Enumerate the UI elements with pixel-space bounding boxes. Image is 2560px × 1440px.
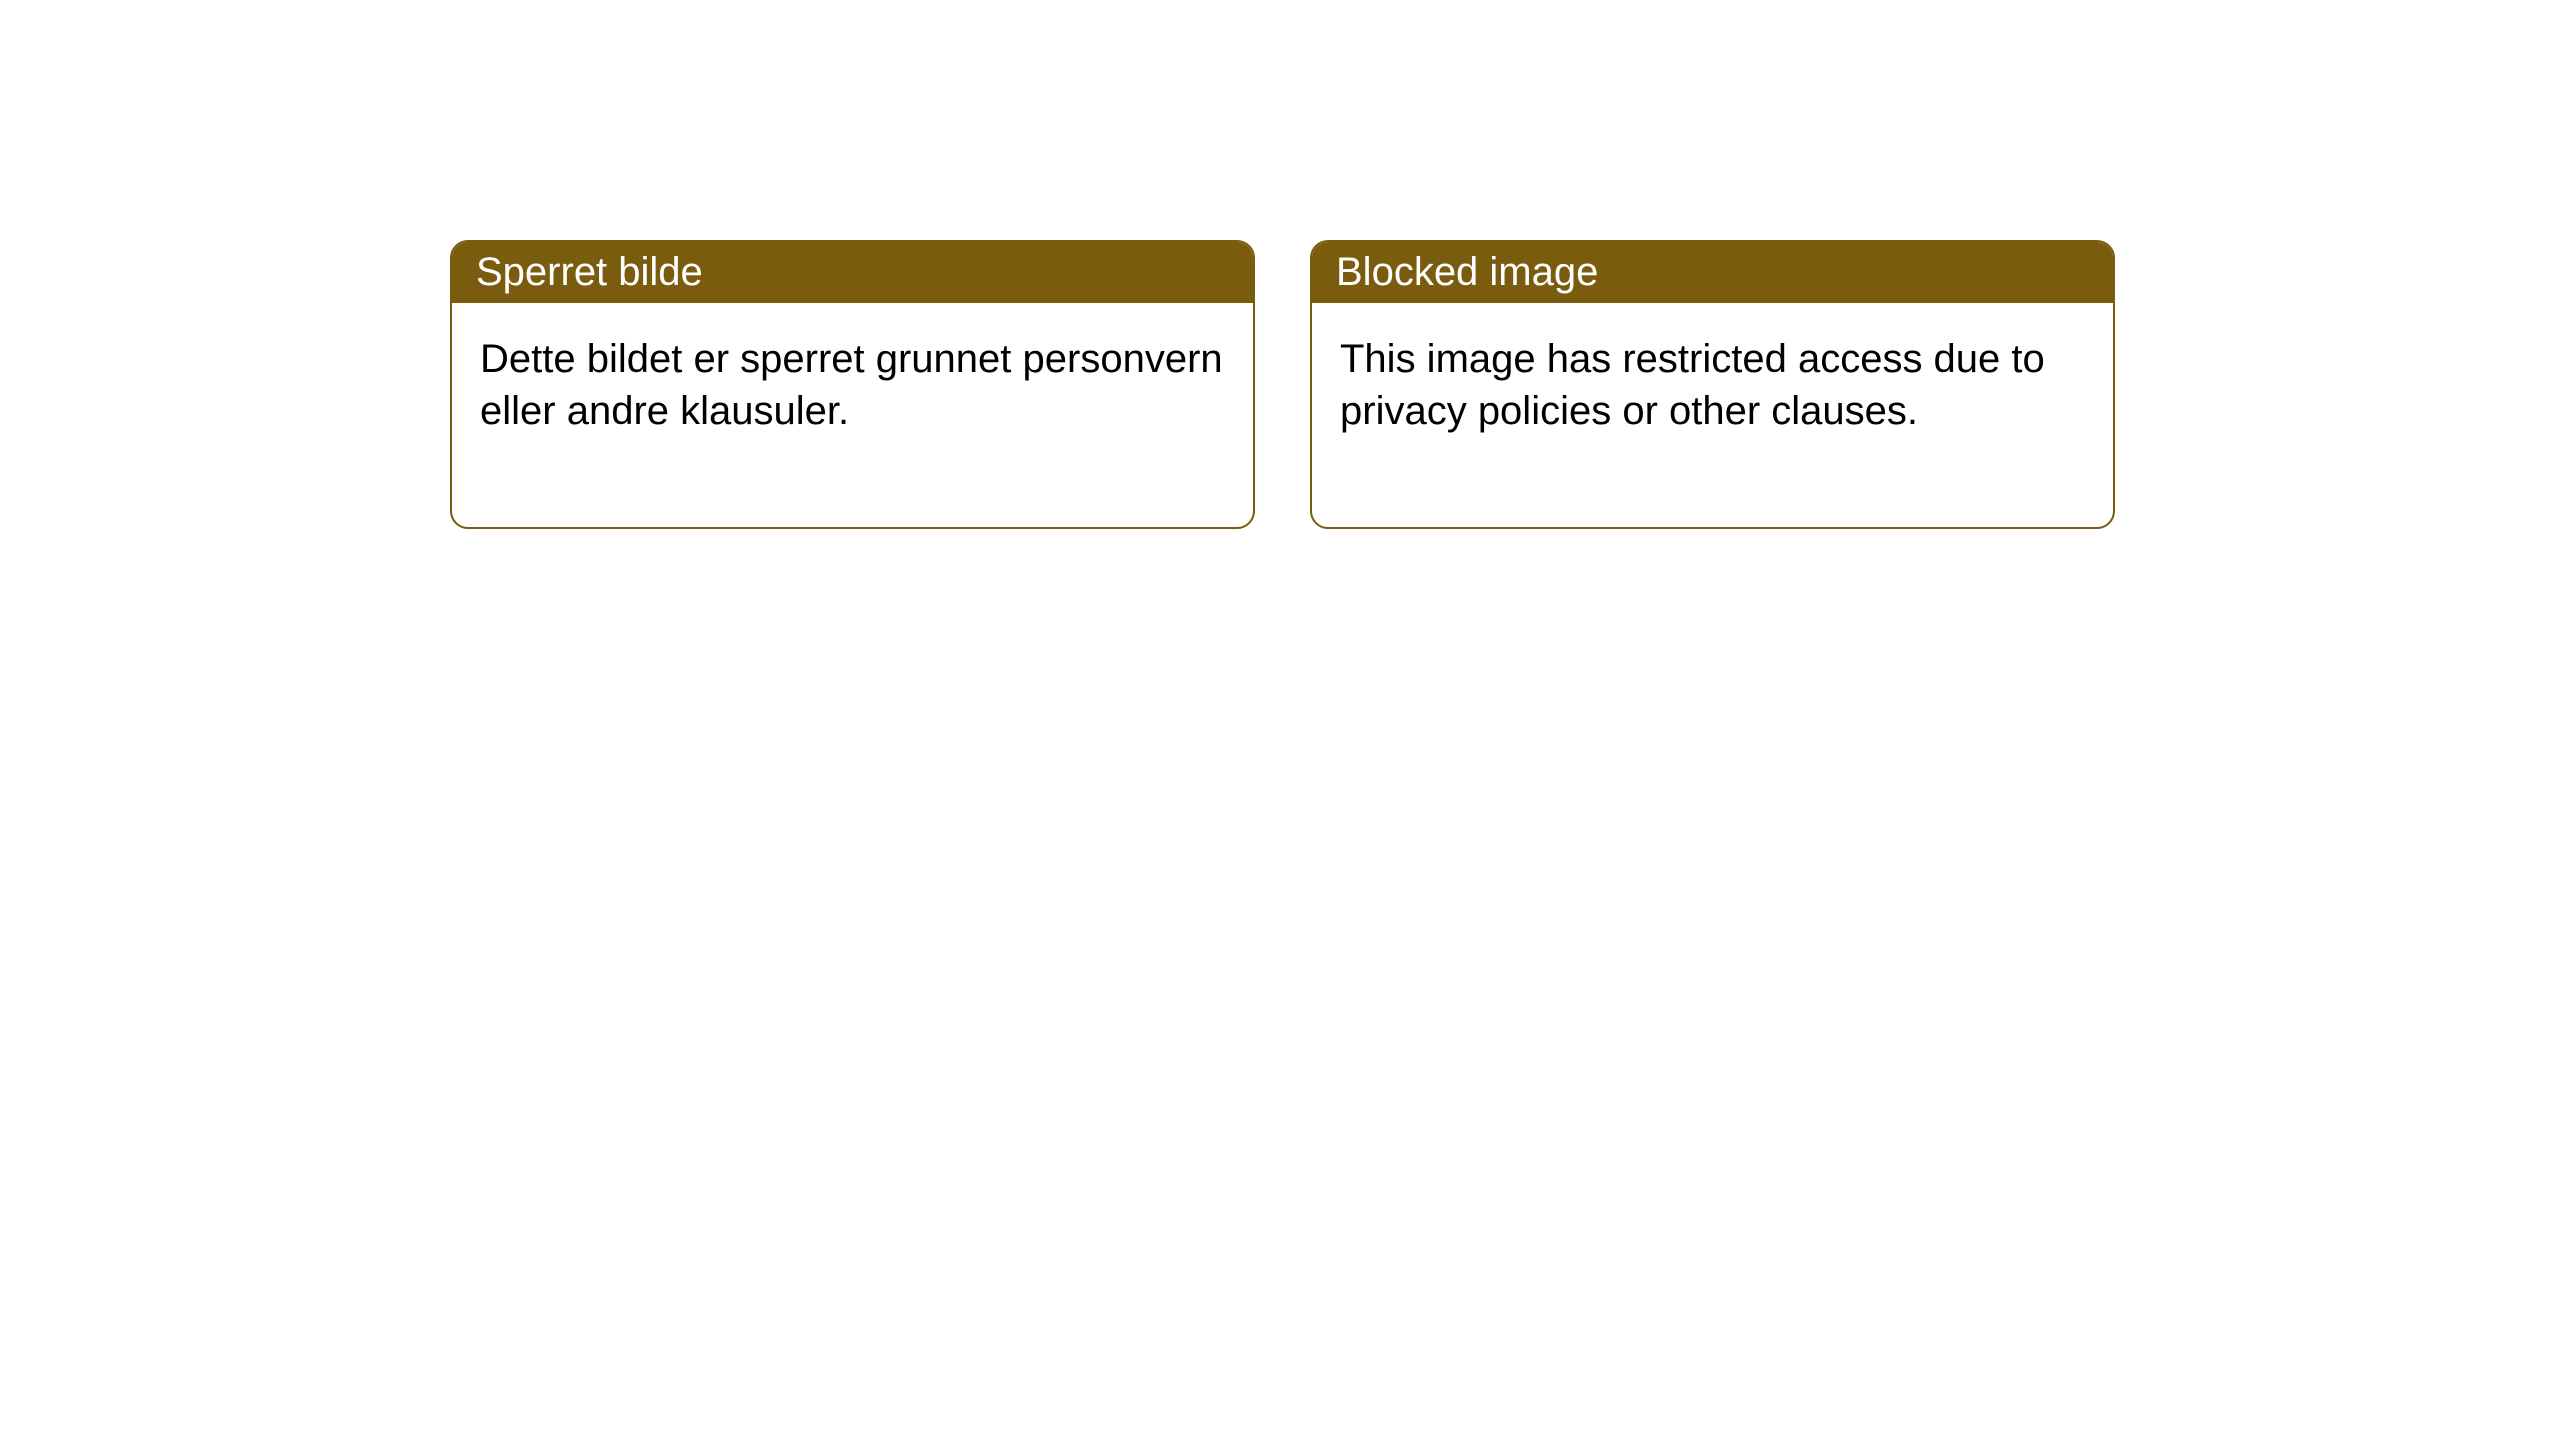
card-title-en: Blocked image: [1336, 250, 1598, 294]
card-title-no: Sperret bilde: [476, 250, 703, 294]
card-body-en: This image has restricted access due to …: [1312, 303, 2113, 527]
card-body-no: Dette bildet er sperret grunnet personve…: [452, 303, 1253, 527]
blocked-image-card-en: Blocked image This image has restricted …: [1310, 240, 2115, 529]
card-message-no: Dette bildet er sperret grunnet personve…: [480, 337, 1223, 433]
cards-container: Sperret bilde Dette bildet er sperret gr…: [450, 240, 2115, 529]
card-header-en: Blocked image: [1312, 242, 2113, 303]
blocked-image-card-no: Sperret bilde Dette bildet er sperret gr…: [450, 240, 1255, 529]
card-header-no: Sperret bilde: [452, 242, 1253, 303]
card-message-en: This image has restricted access due to …: [1340, 337, 2045, 433]
